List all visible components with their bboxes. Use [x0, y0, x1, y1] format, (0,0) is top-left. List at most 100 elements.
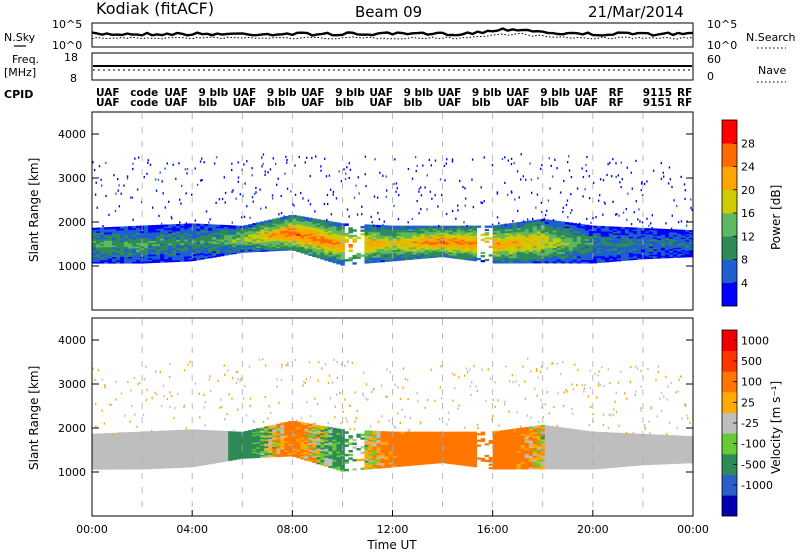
echo-cell: [120, 454, 125, 457]
echo-cell: [216, 434, 221, 437]
power-ylabel: Slant Range [km]: [27, 158, 41, 262]
speckle: [309, 175, 311, 178]
echo-cell: [512, 259, 518, 262]
echo-cell: [156, 430, 161, 434]
echo-cell: [348, 234, 353, 238]
echo-cell: [584, 250, 590, 254]
echo-cell: [516, 223, 522, 227]
echo-cell: [520, 225, 526, 228]
echo-cell: [296, 446, 301, 449]
echo-cell: [616, 234, 622, 237]
echo-cell: [196, 437, 201, 441]
speckle: [294, 193, 297, 196]
speckle: [520, 153, 522, 156]
echo-cell: [240, 234, 245, 236]
echo-cell: [172, 246, 177, 249]
echo-cell: [376, 235, 381, 238]
echo-cell: [228, 233, 233, 236]
speckle: [422, 164, 424, 167]
echo-cell: [588, 244, 594, 247]
echo-cell: [396, 250, 401, 254]
echo-cell: [168, 464, 173, 467]
echo-cell: [336, 248, 341, 252]
echo-cell: [284, 442, 289, 445]
speckle: [219, 406, 221, 409]
echo-cell: [252, 233, 257, 236]
echo-cell: [496, 250, 502, 254]
echo-cell: [336, 224, 341, 227]
echo-cell: [644, 240, 650, 243]
echo-cell: [644, 246, 650, 249]
echo-cell: [260, 245, 265, 248]
echo-cell: [472, 241, 478, 244]
echo-cell: [92, 258, 97, 261]
echo-cell: [140, 438, 145, 441]
speckle: [235, 197, 237, 200]
echo-cell: [168, 457, 173, 460]
echo-cell: [156, 224, 161, 228]
echo-cell: [336, 235, 341, 239]
speckle: [244, 384, 246, 388]
echo-cell: [188, 245, 193, 248]
echo-cell: [536, 235, 542, 238]
echo-cell: [212, 454, 217, 457]
echo-cell: [288, 422, 293, 425]
echo-cell: [92, 449, 97, 452]
echo-cell: [196, 233, 201, 236]
speckle: [346, 208, 349, 211]
echo-cell: [148, 233, 153, 236]
echo-cell: [384, 251, 389, 254]
echo-cell: [448, 241, 453, 244]
echo-cell: [152, 461, 157, 464]
speckle: [648, 224, 650, 227]
echo-cell: [176, 251, 181, 254]
speckle: [556, 167, 558, 170]
echo-cell: [296, 245, 301, 248]
echo-cell: [376, 256, 381, 260]
echo-cell: [144, 460, 149, 463]
echo-cell: [236, 451, 241, 454]
echo-cell: [520, 223, 526, 226]
echo-cell: [256, 247, 261, 250]
echo-cell: [192, 456, 197, 459]
echo-cell: [524, 230, 530, 233]
echo-cell: [380, 233, 385, 236]
echo-cell: [228, 445, 233, 448]
echo-cell: [152, 431, 157, 434]
echo-cell: [536, 252, 542, 256]
echo-cell: [608, 234, 614, 237]
echo-cell: [396, 241, 401, 244]
echo-cell: [340, 247, 345, 251]
echo-cell: [432, 242, 437, 245]
speckle: [236, 370, 239, 374]
echo-cell: [304, 453, 309, 456]
echo-cell: [560, 229, 566, 232]
echo-cell: [104, 454, 109, 457]
echo-cell: [440, 231, 445, 234]
echo-cell: [504, 229, 510, 232]
speckle: [127, 381, 129, 384]
echo-cell: [116, 226, 121, 229]
echo-cell: [192, 429, 197, 432]
echo-cell: [108, 436, 113, 439]
echo-cell: [472, 238, 478, 241]
echo-cell: [288, 427, 293, 430]
echo-cell: [320, 241, 325, 244]
echo-cell: [300, 232, 305, 236]
echo-cell: [152, 458, 157, 461]
echo-cell: [180, 434, 185, 438]
echo-cell: [176, 460, 181, 463]
echo-cell: [128, 247, 133, 251]
echo-cell: [624, 234, 630, 237]
echo-cell: [240, 454, 245, 457]
echo-cell: [168, 438, 173, 442]
echo-cell: [536, 225, 542, 228]
echo-cell: [240, 230, 245, 233]
echo-cell: [236, 230, 241, 233]
echo-cell: [368, 257, 373, 260]
echo-cell: [272, 220, 277, 223]
echo-cell: [460, 237, 466, 240]
echo-cell: [248, 452, 253, 455]
echo-cell: [528, 220, 534, 223]
echo-cell: [204, 433, 209, 436]
